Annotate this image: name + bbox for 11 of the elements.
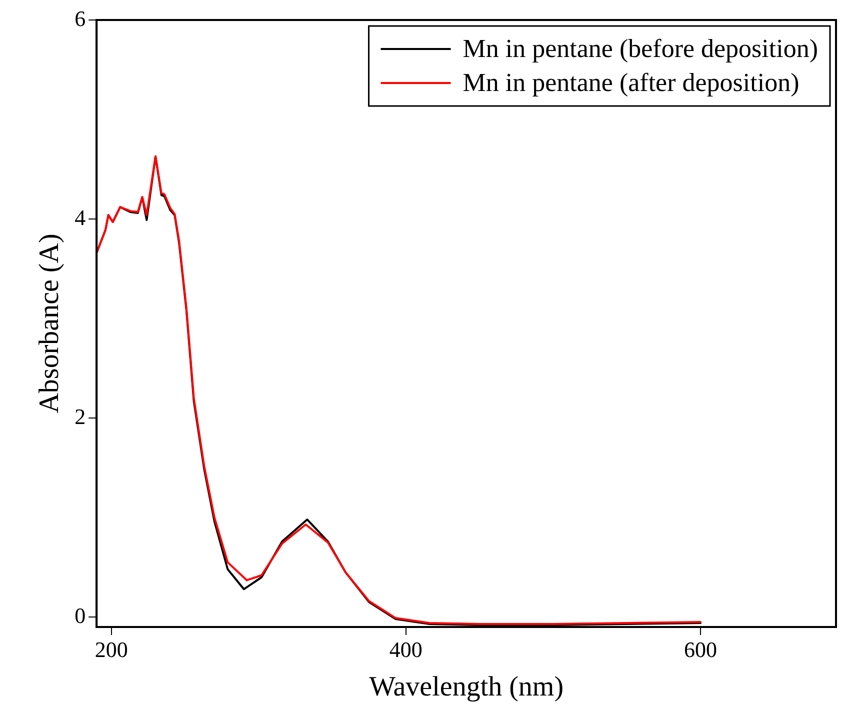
x-axis-title: Wavelength (nm) <box>369 672 564 703</box>
y-axis-title: Absorbance (A) <box>34 234 66 414</box>
y-tick-label: 0 <box>74 602 86 628</box>
x-tick-label: 200 <box>94 636 128 662</box>
y-tick-label: 6 <box>74 6 86 31</box>
x-tick-label: 400 <box>389 636 422 662</box>
legend-label: Mn in pentane (before deposition) <box>462 34 818 63</box>
y-tick-label: 4 <box>74 204 86 230</box>
y-tick-label: 2 <box>74 404 86 429</box>
x-tick-label: 600 <box>684 636 717 662</box>
legend-label: Mn in pentane (after deposition) <box>462 68 800 97</box>
